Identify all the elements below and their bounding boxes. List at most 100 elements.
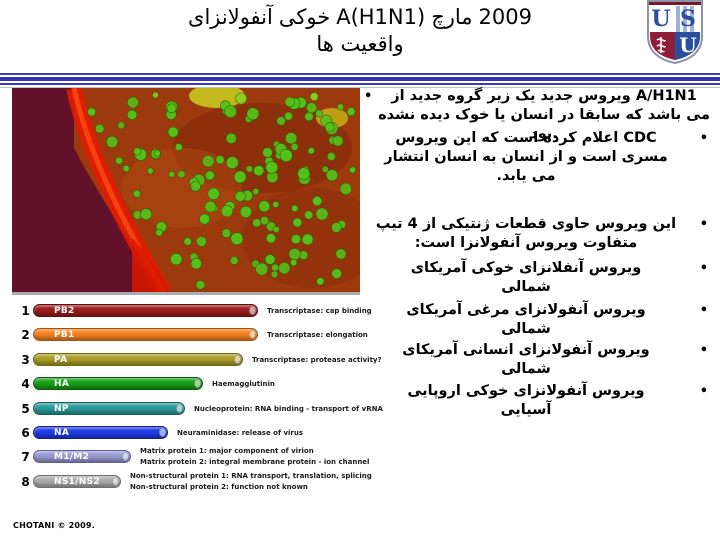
- sub-bullet-eurasian-swine: • ویروس آنفولانزای خوکی اروپایی آسیایی: [358, 382, 712, 420]
- virus-particle: [239, 205, 252, 218]
- virus-particle: [272, 201, 280, 208]
- virus-particle: [270, 270, 279, 279]
- usu-logo: U S U: [647, 0, 703, 64]
- virus-particle: [304, 111, 314, 122]
- virus-particle: [255, 262, 269, 276]
- virus-particle: [199, 213, 211, 225]
- virus-particle: [325, 169, 338, 182]
- gene-bar: PA: [33, 352, 243, 366]
- logo-lower-right: [675, 32, 700, 60]
- virus-particle: [312, 195, 323, 207]
- virus-particle: [258, 200, 271, 213]
- virus-particle: [153, 149, 161, 157]
- virus-particle: [348, 166, 356, 174]
- bullet-1-text-post: می باشد که سابقا در انسان یا خوک دیده نش…: [378, 107, 710, 142]
- gene-label: PB2: [54, 306, 75, 316]
- virus-particle: [190, 257, 203, 270]
- virus-particle: [288, 248, 301, 261]
- title-line-1: آنفولانزای خوکی A(H1N1) مارچ 2009: [0, 4, 720, 31]
- virus-particle: [321, 165, 329, 173]
- bullet-1-text-pre: ویروس جدید یک زیر گروه جدید از: [391, 88, 631, 104]
- virus-particle: [316, 277, 325, 286]
- virus-particle: [252, 188, 260, 196]
- bullet-genetic-segments: • این ویروس حاوی قطعات ژنتیکی از 4 تیپ مت…: [358, 215, 712, 253]
- gene-number: 1: [21, 304, 30, 318]
- virus-particle: [133, 189, 141, 198]
- virus-particle: [284, 96, 295, 108]
- virus-particle: [339, 182, 352, 195]
- bullet-marker: •: [699, 217, 708, 232]
- virus-particle: [284, 111, 293, 121]
- gene-bar: NA: [33, 426, 168, 439]
- gene-label: HA: [54, 379, 70, 390]
- bullet-marker: •: [699, 303, 708, 318]
- virus-particle: [271, 263, 279, 272]
- logo-letter-u1: U: [651, 6, 670, 32]
- gene-row-np: 5 NP Nucleoprotein: RNA binding - transpor…: [12, 397, 383, 421]
- virus-particle: [234, 190, 246, 202]
- virus-particle: [167, 126, 179, 138]
- logo-letter-s: S: [680, 6, 696, 32]
- virus-particle: [106, 135, 119, 148]
- virus-particle: [276, 116, 286, 126]
- gene-row-m1-m2: 7 M1/M2 Matrix protein 1: major component …: [12, 445, 369, 469]
- logo-top-band: [649, 2, 701, 5]
- gene-bar: PB1: [33, 328, 258, 342]
- virus-particle: [202, 154, 215, 168]
- virus-particle: [264, 254, 276, 265]
- sub-bullet-na-human: • ویروس آنفولانزای انسانی آمریکای شمالی: [358, 341, 712, 379]
- sub-bullet-4-text: ویروس آنفولانزای خوکی اروپایی آسیایی: [407, 383, 645, 418]
- virus-particle: [297, 167, 311, 181]
- virus-particle: [117, 121, 125, 130]
- virus-particle: [196, 235, 207, 247]
- gene-label: NS1/NS2: [54, 476, 100, 487]
- bullet-marker: •: [699, 261, 708, 276]
- virus-particle: [245, 165, 253, 173]
- slide-title: آنفولانزای خوکی A(H1N1) مارچ 2009 واقعیت ها: [0, 4, 720, 58]
- title-strain-label: A(H1N1): [336, 5, 426, 29]
- footer-credit: CHOTANI © 2009.: [13, 521, 95, 530]
- bullet-marker: •: [699, 131, 708, 146]
- virus-particle: [301, 233, 314, 246]
- gene-description: Non-structural protein 1: RNA transport,…: [130, 471, 372, 491]
- virus-particle: [285, 132, 298, 145]
- virus-particle: [225, 132, 237, 144]
- gene-description: Haemagglutinin: [212, 380, 275, 389]
- virus-particle: [224, 105, 237, 118]
- virus-particle: [174, 142, 183, 151]
- gene-description: Nucleoprotein: RNA binding - transport o…: [194, 404, 383, 413]
- virus-particle: [331, 222, 342, 233]
- gene-diagram: 1 PB2 Transcriptase: cap binding 2 PB1 Transc…: [12, 299, 383, 497]
- virus-particle: [190, 181, 201, 192]
- virus-particle: [87, 107, 97, 117]
- virus-micrograph: [12, 88, 360, 295]
- title-divider: [0, 73, 720, 88]
- virus-particle: [170, 253, 183, 266]
- virus-particle: [183, 237, 192, 246]
- virus-particle: [195, 280, 206, 290]
- title-line-2: واقعیت ها: [316, 32, 404, 56]
- virus-particle: [326, 152, 336, 161]
- virus-particle: [306, 102, 318, 114]
- virus-particle: [127, 96, 139, 109]
- virus-particle: [315, 207, 329, 221]
- gene-row-pb1: 2 PB1 Transcriptase: elongation: [12, 323, 368, 347]
- gene-description: Transcriptase: protease activity?: [252, 355, 382, 364]
- virus-particle: [166, 103, 177, 114]
- virus-particle: [324, 122, 335, 133]
- virus-particle: [335, 248, 347, 260]
- virus-particle: [265, 233, 277, 244]
- virus-particle: [215, 155, 225, 165]
- gene-bar: M1/M2: [33, 450, 131, 464]
- bullet-cdc-statement: • CDC اعلام کرده است که این ویروس مسری اس…: [358, 129, 712, 186]
- virus-particle: [221, 228, 232, 238]
- sub-bullet-na-swine: • ویروس آنفلانزای خوکی آمریکای شمالی: [358, 259, 712, 297]
- virus-particle: [290, 258, 298, 267]
- virus-particle: [304, 210, 314, 220]
- gene-row-na: 6 NA Neuraminidase: release of virus: [12, 421, 358, 445]
- gene-bar: HA: [33, 377, 203, 391]
- gene-label: NP: [54, 403, 69, 414]
- gene-label: PA: [54, 354, 68, 365]
- virus-particle: [204, 200, 217, 213]
- virus-particle: [262, 147, 273, 158]
